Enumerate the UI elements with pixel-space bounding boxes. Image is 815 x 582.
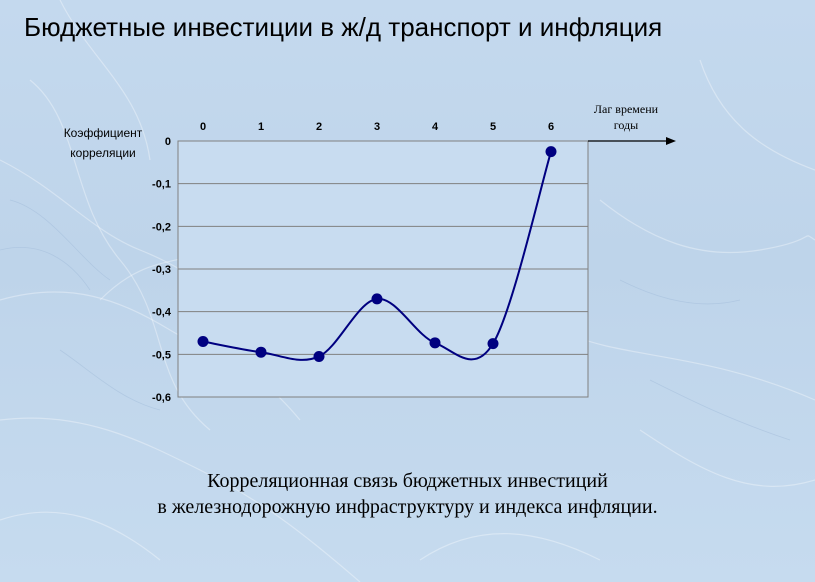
data-point-lag-4 xyxy=(430,337,441,348)
x-tick-label: 0 xyxy=(200,121,206,133)
data-point-lag-6 xyxy=(546,146,557,157)
x-axis-label-line1: Лаг времени xyxy=(594,102,659,116)
y-tick-label: -0,5 xyxy=(152,349,171,361)
y-axis-label-line2: корреляции xyxy=(70,146,135,160)
y-tick-label: 0 xyxy=(165,136,171,148)
data-point-lag-1 xyxy=(256,347,267,358)
x-tick-label: 5 xyxy=(490,121,496,133)
caption-line-2: в железнодорожную инфраструктуру и индек… xyxy=(0,496,815,519)
y-tick-label: -0,2 xyxy=(152,221,171,233)
data-point-lag-5 xyxy=(488,338,499,349)
x-tick-label: 6 xyxy=(548,121,554,133)
y-axis-label-line1: Коэффициент xyxy=(64,126,143,140)
x-tick-label: 1 xyxy=(258,121,264,133)
y-tick-label: -0,3 xyxy=(152,264,171,276)
x-axis-arrow xyxy=(588,137,676,145)
x-tick-label: 4 xyxy=(432,121,439,133)
caption-line-1: Корреляционная связь бюджетных инвестици… xyxy=(0,470,815,493)
x-axis-label-line2: годы xyxy=(614,118,638,132)
y-tick-labels: 0 -0,1 -0,2 -0,3 -0,4 -0,5 -0,6 xyxy=(152,136,172,404)
x-tick-label: 3 xyxy=(374,121,380,133)
y-tick-label: -0,1 xyxy=(152,179,171,191)
y-tick-label: -0,4 xyxy=(152,307,172,319)
data-point-lag-0 xyxy=(198,336,209,347)
y-tick-label: -0,6 xyxy=(152,392,171,404)
x-tick-label: 2 xyxy=(316,121,322,133)
data-point-lag-2 xyxy=(314,351,325,362)
x-tick-labels: 0 1 2 3 4 5 6 xyxy=(200,121,554,133)
data-point-lag-3 xyxy=(372,293,383,304)
